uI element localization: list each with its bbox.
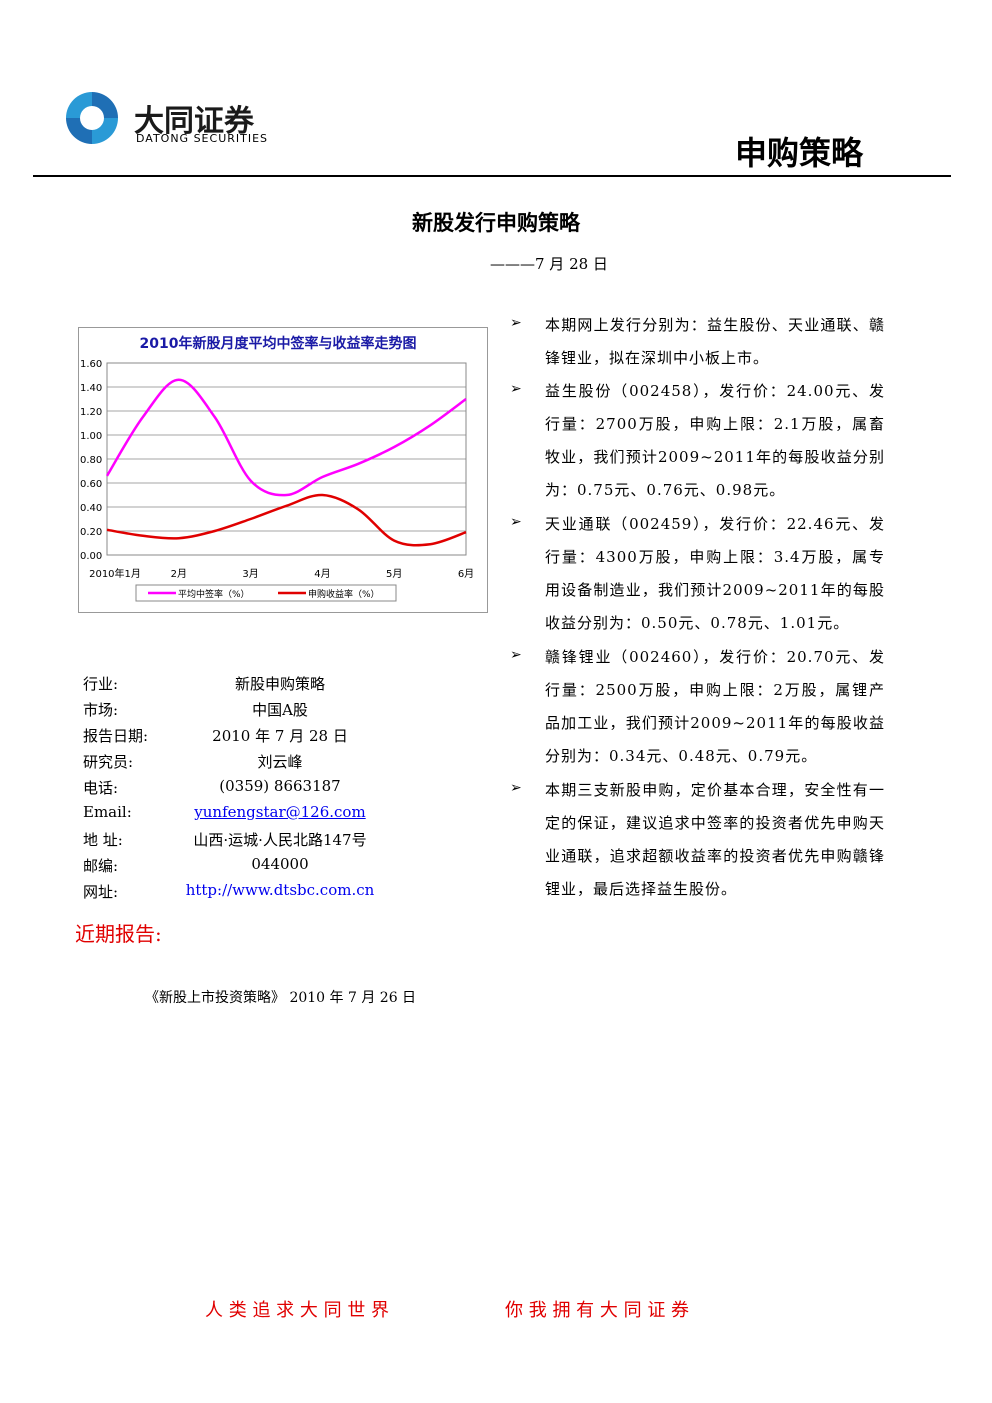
y-tick-label: 1.20 (80, 407, 102, 418)
info-label: 网址: (83, 883, 119, 901)
info-label: 地 址: (83, 831, 123, 849)
bullet-text: 天业通联（002459），发行价：22.46元、发行量：4300万股，申购上限：… (545, 515, 885, 632)
series-line (105, 378, 467, 497)
info-value[interactable]: http://www.dtsbc.com.cn (185, 881, 375, 899)
series-line (106, 493, 467, 547)
recent-item: 《新股上市投资策略》 2010 年 7 月 26 日 (145, 990, 417, 1006)
legend-box (135, 584, 397, 602)
x-tick-label: 2010年1月 (89, 567, 141, 580)
info-label: 电话: (83, 779, 119, 797)
info-label: 研究员: (83, 753, 134, 771)
doc-title: 新股发行申购策略 (412, 210, 580, 235)
bullet-text: 本期三支新股申购，定价基本合理，安全性有一定的保证，建议追求中签率的投资者优先申… (545, 781, 885, 898)
info-value: 2010 年 7 月 28 日 (212, 727, 348, 745)
doc-date: ———7 月 28 日 (490, 255, 608, 273)
logo-mark (66, 92, 118, 144)
legend-label: 申购收益率（%） (308, 588, 380, 600)
x-tick-label: 6月 (458, 568, 474, 580)
x-tick-label: 2月 (171, 568, 187, 580)
bullet-arrow: ➢ (510, 315, 522, 331)
y-tick-label: 1.60 (80, 359, 102, 370)
x-tick-label: 4月 (314, 568, 330, 580)
info-value: 山西·运城·人民北路147号 (193, 831, 367, 849)
info-value: 新股申购策略 (234, 675, 325, 693)
slogan: 人 类 追 求 大 同 世 界 (205, 1300, 390, 1321)
y-tick-label: 0.20 (80, 527, 102, 538)
bullet-text: 益生股份（002458），发行价：24.00元、发行量：2700万股，申购上限：… (545, 382, 885, 499)
info-value: 中国A股 (252, 701, 308, 719)
legend-label: 平均中签率（%） (178, 588, 250, 600)
info-label: Email: (83, 803, 132, 821)
logo-text: 大同证券 (134, 104, 254, 139)
y-tick-label: 0.40 (80, 503, 102, 514)
bullet-text: 赣锋锂业（002460），发行价：20.70元、发行量：2500万股，申购上限：… (545, 648, 885, 765)
slogan: 你 我 拥 有 大 同 证 券 (505, 1300, 690, 1321)
y-tick-label: 0.00 (80, 551, 102, 562)
chart: 2010年新股月度平均中签率与收益率走势图 0.00 0.20 0.40 0.60 0.… (78, 327, 488, 613)
bullet-arrow: ➢ (510, 780, 522, 796)
section-title: 申购策略 (735, 134, 864, 172)
chart-title: 2010年新股月度平均中签率与收益率走势图 (140, 335, 417, 352)
bullet-arrow: ➢ (510, 381, 522, 397)
info-value[interactable]: yunfengstar@126.com (194, 803, 366, 821)
info-value: (0359) 8663187 (219, 777, 341, 795)
recent-heading: 近期报告: (75, 922, 162, 946)
logo-sub: DATONG SECURITIES (136, 132, 269, 145)
y-tick-label: 0.60 (80, 479, 102, 490)
info-label: 邮编: (83, 857, 119, 875)
info-label: 市场: (83, 701, 119, 719)
info-label: 报告日期: (83, 727, 149, 745)
y-tick-label: 1.40 (80, 383, 102, 394)
bullet-arrow: ➢ (510, 514, 522, 530)
info-label: 行业: (83, 675, 119, 693)
info-value: 044000 (251, 855, 309, 873)
header-rule (33, 175, 951, 177)
x-tick-label: 5月 (386, 568, 402, 580)
bullet-arrow: ➢ (510, 647, 522, 663)
x-tick-label: 3月 (242, 568, 258, 580)
bullet-text: 本期网上发行分别为：益生股份、天业通联、赣锋锂业，拟在深圳中小板上市。 (545, 316, 885, 367)
y-tick-label: 0.80 (80, 455, 102, 466)
info-value: 刘云峰 (257, 753, 303, 771)
y-tick-label: 1.00 (80, 431, 102, 442)
